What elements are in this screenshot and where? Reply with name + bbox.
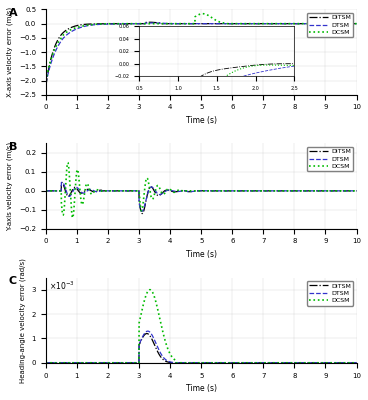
Legend: DITSM, DTSM, DCSM: DITSM, DTSM, DCSM xyxy=(307,146,353,172)
Legend: DITSM, DTSM, DCSM: DITSM, DTSM, DCSM xyxy=(307,281,353,306)
Text: A: A xyxy=(8,8,17,18)
Legend: DITSM, DTSM, DCSM: DITSM, DTSM, DCSM xyxy=(307,12,353,38)
Y-axis label: X-axis velocity error (m/s): X-axis velocity error (m/s) xyxy=(7,7,14,97)
X-axis label: Time (s): Time (s) xyxy=(186,250,217,259)
Y-axis label: Y-axis velocity error (m/s): Y-axis velocity error (m/s) xyxy=(7,142,14,231)
Text: $\times 10^{-3}$: $\times 10^{-3}$ xyxy=(49,280,75,292)
Text: C: C xyxy=(8,276,17,286)
X-axis label: Time (s): Time (s) xyxy=(186,384,217,393)
X-axis label: Time (s): Time (s) xyxy=(186,116,217,125)
Text: B: B xyxy=(8,142,17,152)
Y-axis label: Heading-angle velocity error (rad/s): Heading-angle velocity error (rad/s) xyxy=(20,258,26,382)
